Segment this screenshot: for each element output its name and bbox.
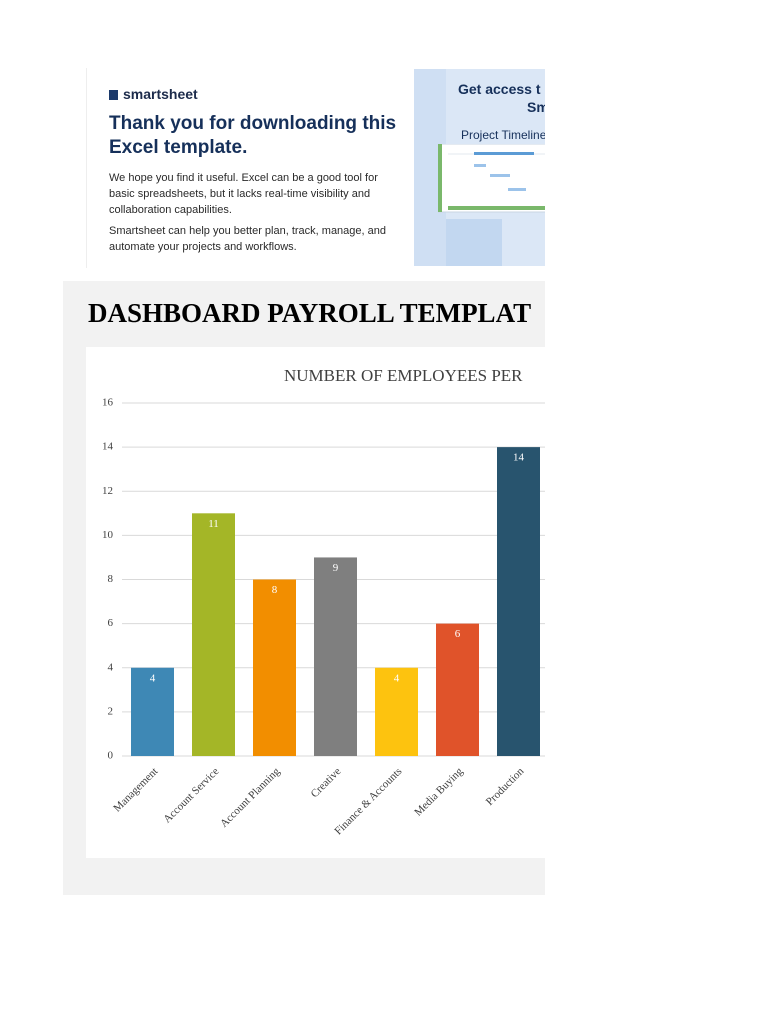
data-label: 6 xyxy=(455,628,461,640)
y-tick-label: 4 xyxy=(108,661,114,673)
bar xyxy=(314,557,357,756)
y-tick-label: 14 xyxy=(102,441,114,453)
bar xyxy=(375,667,418,756)
promo-label: Project Timeline xyxy=(461,128,545,142)
bar xyxy=(497,447,540,756)
bar xyxy=(253,579,296,756)
promo-banner: smartsheet Thank you for downloading thi… xyxy=(86,68,407,268)
headline: Thank you for downloading this Excel tem… xyxy=(109,113,397,158)
chart: NUMBER OF EMPLOYEES PER 0 2 4 6 8 10 12 14 16 Man… xyxy=(86,347,545,858)
y-tick-label: 6 xyxy=(108,617,114,629)
data-label: 14 xyxy=(513,452,525,464)
x-tick-label: Production xyxy=(484,765,527,808)
data-label: 4 xyxy=(394,672,400,684)
y-tick-label: 10 xyxy=(102,529,114,541)
promo-line: Get access t xyxy=(458,81,541,97)
paragraph: We hope you find it useful. Excel can be… xyxy=(109,172,378,216)
y-tick-label: 16 xyxy=(102,397,114,409)
promo-line: Sm xyxy=(527,99,545,115)
x-tick-label: Management xyxy=(111,765,160,814)
data-label: 8 xyxy=(272,584,278,596)
bar xyxy=(436,623,479,756)
data-label: 4 xyxy=(150,672,156,684)
data-label: 9 xyxy=(333,562,339,574)
y-tick-label: 0 xyxy=(108,750,114,762)
bar xyxy=(192,513,235,756)
screenshot-thumbnail xyxy=(438,144,545,213)
x-tick-label: Media Buying xyxy=(412,765,466,819)
chart-title: NUMBER OF EMPLOYEES PER xyxy=(284,366,523,385)
x-tick-label: Account Service xyxy=(161,765,221,825)
y-tick-label: 2 xyxy=(108,705,114,717)
y-tick-label: 8 xyxy=(108,573,114,585)
paragraph: Smartsheet can help you better plan, tra… xyxy=(109,225,386,253)
x-tick-label: Creative xyxy=(309,765,344,800)
logo: smartsheet xyxy=(109,86,198,102)
x-tick-label: Account Planning xyxy=(218,765,283,830)
data-label: 11 xyxy=(208,518,219,530)
x-tick-label: Finance & Accounts xyxy=(332,765,404,837)
bar xyxy=(131,667,174,756)
sheet-heading: DASHBOARD PAYROLL TEMPLAT xyxy=(88,298,532,328)
viewport: smartsheet Thank you for downloading thi… xyxy=(0,0,545,1024)
stripe xyxy=(446,219,502,266)
y-tick-label: 12 xyxy=(102,485,113,497)
promo-image[interactable]: Get access t Sm Project Timeline xyxy=(414,69,545,266)
